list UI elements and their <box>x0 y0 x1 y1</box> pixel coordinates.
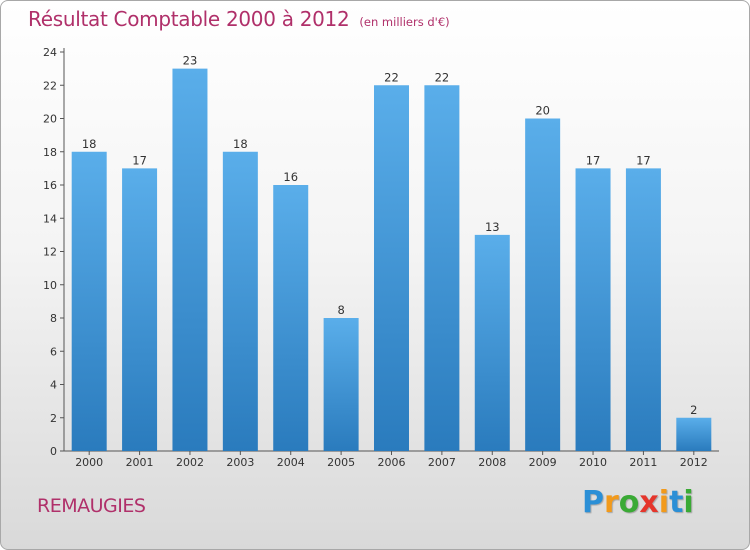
y-tick-label: 6 <box>50 345 57 358</box>
x-tick-label: 2012 <box>680 456 708 469</box>
logo-letter: o <box>618 485 640 520</box>
logo-letter: x <box>639 485 659 520</box>
y-tick-label: 2 <box>50 412 57 425</box>
x-tick-label: 2002 <box>176 456 204 469</box>
x-tick-label: 2008 <box>478 456 506 469</box>
data-label: 17 <box>586 153 601 167</box>
bar-2012 <box>676 417 712 451</box>
bar-2003 <box>222 151 258 451</box>
y-tick-label: 8 <box>50 312 57 325</box>
data-label: 17 <box>132 153 147 167</box>
y-tick-label: 22 <box>43 79 57 92</box>
x-tick-label: 2006 <box>378 456 406 469</box>
data-label: 16 <box>283 170 298 184</box>
y-tick-label: 14 <box>43 212 57 225</box>
data-label: 22 <box>384 70 399 84</box>
chart-subtitle: (en milliers d'€) <box>359 15 450 29</box>
logo-letter: r <box>604 485 619 520</box>
x-tick-label: 2009 <box>529 456 557 469</box>
y-tick-label: 20 <box>43 113 57 126</box>
x-tick-label: 2007 <box>428 456 456 469</box>
data-label: 13 <box>485 220 500 234</box>
bar-2009 <box>525 118 561 451</box>
bar-2001 <box>122 168 158 451</box>
y-tick-label: 16 <box>43 179 57 192</box>
data-label: 17 <box>636 153 651 167</box>
data-label: 20 <box>535 104 550 118</box>
bar-2007 <box>424 85 460 451</box>
y-tick-label: 0 <box>50 445 57 458</box>
y-tick-label: 4 <box>50 379 57 392</box>
bars: 18 17 23 18 16 8 22 22 13 20 17 17 2 <box>71 54 712 451</box>
x-tick-label: 2010 <box>579 456 607 469</box>
logo-letter: t <box>669 485 684 520</box>
x-tick-label: 2011 <box>629 456 657 469</box>
x-tick-label: 2004 <box>277 456 305 469</box>
bar-2006 <box>374 85 409 451</box>
logo-letter: P <box>582 485 604 520</box>
x-tick-label: 2001 <box>126 456 154 469</box>
y-tick-label: 10 <box>43 279 57 292</box>
bar-2000 <box>71 151 107 451</box>
data-label: 18 <box>233 137 248 151</box>
y-tick-label: 24 <box>43 46 57 59</box>
data-label: 22 <box>435 70 450 84</box>
y-tick-label: 18 <box>43 146 57 159</box>
chart-title-text: Résultat Comptable 2000 à 2012 <box>28 7 350 31</box>
bar-2010 <box>575 168 611 451</box>
logo-letter: i <box>658 485 670 520</box>
data-label: 18 <box>82 137 97 151</box>
x-tick-label: 2000 <box>75 456 103 469</box>
data-label: 8 <box>337 303 344 317</box>
y-tick-label: 12 <box>43 246 57 259</box>
bar-2008 <box>474 234 510 451</box>
x-tick-label: 2003 <box>226 456 254 469</box>
logo-letter: i <box>683 485 694 520</box>
bar-2011 <box>625 168 661 451</box>
proxiti-logo[interactable]: Proxiti <box>582 485 694 520</box>
location-name: REMAUGIES <box>37 495 146 517</box>
chart-title: Résultat Comptable 2000 à 2012 (en millie… <box>28 7 450 31</box>
bar-2005 <box>323 318 359 451</box>
x-tick-label: 2005 <box>327 456 355 469</box>
data-label: 23 <box>183 54 198 68</box>
bar-2002 <box>172 68 208 451</box>
data-label: 2 <box>690 403 697 417</box>
bar-2004 <box>273 185 309 451</box>
